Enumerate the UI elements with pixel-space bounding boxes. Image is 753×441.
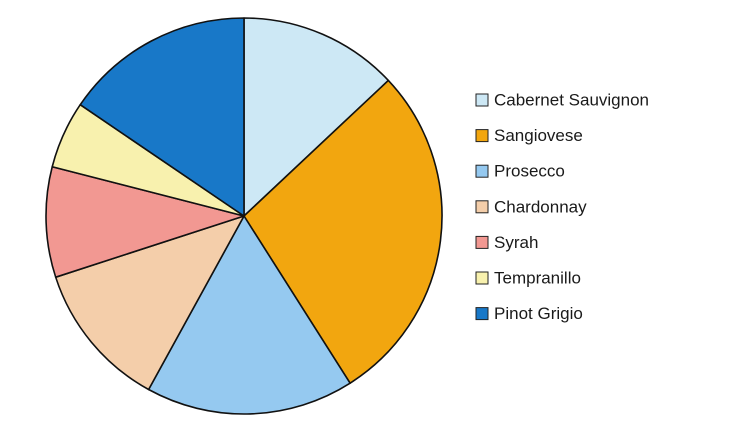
legend-label: Prosecco	[494, 162, 565, 181]
legend-swatch	[475, 271, 489, 285]
legend-label: Chardonnay	[494, 197, 587, 216]
legend-item: Syrah	[475, 233, 538, 252]
legend-swatch	[475, 307, 489, 321]
pie-slice-sangiovese	[243, 79, 443, 384]
legend-label: Pinot Grigio	[494, 304, 583, 323]
legend-swatch	[475, 235, 489, 249]
legend-swatch	[475, 93, 489, 107]
legend-item: Cabernet Sauvignon	[475, 91, 649, 110]
legend-label: Tempranillo	[494, 269, 581, 288]
legend-label: Syrah	[494, 233, 538, 252]
legend-item: Prosecco	[475, 162, 565, 181]
legend: Cabernet Sauvignon Sangiovese Prosecco Char…	[475, 91, 649, 323]
pie-slice-chardonnay	[54, 215, 245, 391]
legend-label: Sangiovese	[494, 126, 583, 145]
legend-item: Tempranillo	[475, 269, 581, 288]
legend-swatch	[475, 164, 489, 178]
legend-swatch	[475, 129, 489, 143]
legend-item: Chardonnay	[475, 197, 587, 216]
legend-label: Cabernet Sauvignon	[494, 91, 649, 110]
pie-slice-pinot-grigio	[79, 17, 245, 217]
pie-slices	[45, 17, 443, 415]
pie-slice-cabernet-sauvignon	[243, 17, 390, 217]
legend-item: Sangiovese	[475, 126, 583, 145]
legend-item: Pinot Grigio	[475, 304, 583, 323]
legend-swatch	[475, 200, 489, 214]
pie-slice-prosecco	[147, 215, 351, 415]
pie-slice-syrah	[45, 165, 245, 278]
